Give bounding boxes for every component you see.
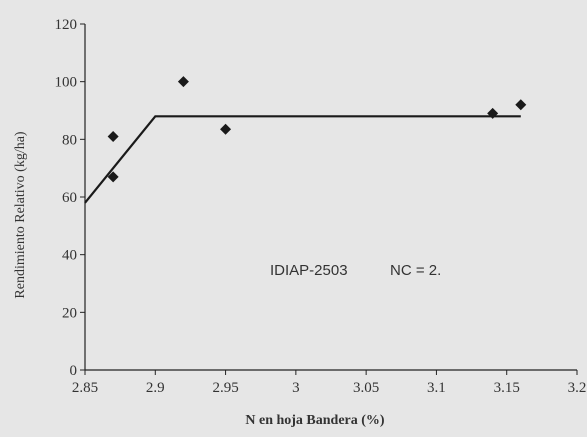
- x-axis-title: N en hoja Bandera (%): [245, 413, 385, 428]
- y-axis-title: Rendimiento Relativo (kg/ha): [13, 131, 28, 299]
- fit-line: [84, 115, 521, 204]
- data-point: [220, 123, 232, 135]
- axes: [84, 24, 577, 371]
- y-tick-label: 0: [70, 363, 78, 379]
- fit-line-group: [84, 115, 521, 204]
- annotation-variety: IDIAP-2503: [270, 262, 348, 279]
- x-tick-label: 3.05: [353, 380, 379, 396]
- points-group: [107, 76, 527, 183]
- data-point: [177, 76, 189, 88]
- y-tick-label: 20: [62, 305, 77, 321]
- y-ticks: 0 20 40 60 80 100 120: [55, 17, 85, 379]
- y-tick-label: 60: [62, 190, 77, 206]
- x-ticks: 2.85 2.9 2.95 3 3.05 3.1 3.15 3.2: [72, 370, 587, 396]
- x-tick-label: 3.1: [427, 380, 446, 396]
- annotation-nc: NC = 2.: [390, 262, 441, 279]
- y-tick-label: 40: [62, 248, 77, 264]
- y-tick-label: 120: [55, 17, 78, 33]
- x-tick-label: 3: [292, 380, 300, 396]
- x-tick-label: 3.2: [568, 380, 587, 396]
- y-tick-label: 80: [62, 132, 77, 148]
- data-point: [515, 99, 527, 111]
- data-point: [107, 171, 119, 183]
- y-tick-label: 100: [55, 75, 78, 91]
- x-tick-label: 2.9: [146, 380, 165, 396]
- data-point: [487, 107, 499, 119]
- x-tick-label: 2.95: [212, 380, 238, 396]
- x-tick-label: 2.85: [72, 380, 98, 396]
- x-tick-label: 3.15: [494, 380, 520, 396]
- data-point: [107, 130, 119, 142]
